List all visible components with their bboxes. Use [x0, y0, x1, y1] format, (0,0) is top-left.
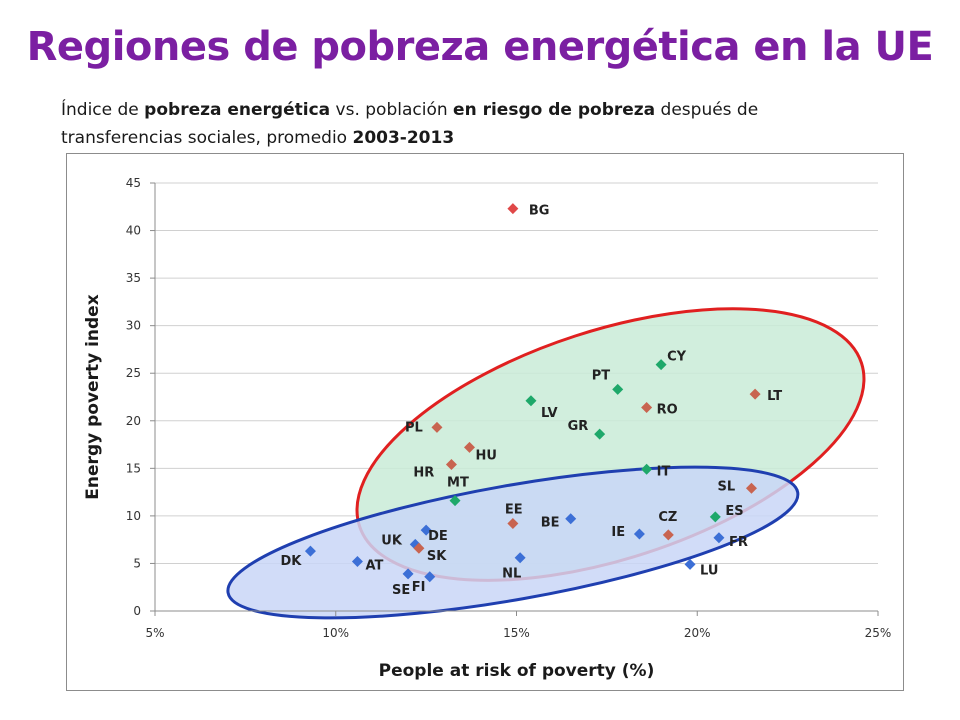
point-label-sl: SL: [717, 479, 735, 494]
data-point-lu: [684, 558, 696, 570]
data-point-sk: [413, 542, 425, 554]
point-label-pl: PL: [405, 420, 423, 435]
x-tick-label: 25%: [865, 626, 892, 640]
x-tick-labels: 5% 10% 15% 20% 25%: [145, 626, 891, 640]
x-tick-label: 10%: [322, 626, 349, 640]
data-point-lt: [749, 388, 761, 400]
y-tick-label: 20: [126, 414, 141, 428]
data-point-de: [420, 524, 432, 536]
data-point-ro: [641, 401, 653, 413]
data-point-ee: [507, 517, 519, 529]
subtitle-bold-part: en riesgo de pobreza: [453, 100, 656, 120]
point-label-nl: NL: [502, 567, 521, 582]
y-tick-label: 35: [126, 271, 141, 285]
y-tick-label: 45: [126, 176, 141, 190]
data-point-ie: [633, 528, 645, 540]
data-point-pl: [431, 421, 443, 433]
data-point-at: [351, 556, 363, 568]
point-label-de: DE: [428, 529, 448, 544]
data-point-fi: [424, 571, 436, 583]
y-tick-label: 10: [126, 509, 141, 523]
point-label-uk: UK: [381, 533, 403, 548]
point-label-lt: LT: [767, 389, 782, 404]
point-label-it: IT: [657, 464, 671, 479]
point-label-lu: LU: [700, 563, 718, 578]
data-point-lv: [525, 395, 537, 407]
data-point-hu: [464, 441, 476, 453]
data-point-se: [402, 568, 414, 580]
region-ellipses: [226, 307, 866, 620]
data-point-be: [565, 513, 577, 525]
point-label-ro: RO: [657, 402, 678, 417]
axes: [150, 182, 879, 616]
x-tick-label: 15%: [503, 626, 530, 640]
data-point-nl: [514, 552, 526, 564]
subtitle-part: vs. población: [330, 100, 454, 120]
data-point-fr: [713, 532, 725, 544]
data-point-gr: [594, 428, 606, 440]
subtitle-bold-part: pobreza energética: [144, 100, 331, 120]
y-tick-label: 40: [126, 224, 141, 238]
point-label-se: SE: [392, 583, 410, 598]
point-label-dk: DK: [280, 554, 302, 569]
y-axis-title: Energy poverty index: [83, 294, 103, 499]
y-tick-label: 15: [126, 461, 141, 475]
point-label-gr: GR: [568, 419, 589, 434]
point-label-sk: SK: [427, 549, 447, 564]
subtitle-part: después de transferencias sociales, prom…: [61, 100, 759, 148]
point-label-bg: BG: [529, 204, 550, 219]
point-label-fr: FR: [729, 535, 748, 550]
subtitle-bold-part: 2003-2013: [352, 128, 455, 148]
data-point-dk: [304, 545, 316, 557]
data-point-sl: [745, 482, 757, 494]
y-tick-labels: 0 5 10 15 20 25 30 35 40 45: [126, 176, 141, 618]
data-point-it: [641, 463, 653, 475]
point-label-hr: HR: [413, 466, 434, 481]
point-label-ie: IE: [611, 525, 625, 540]
subtitle-part: Índice de: [61, 100, 145, 120]
point-label-at: AT: [365, 559, 383, 574]
point-label-cy: CY: [667, 350, 687, 365]
y-tick-label: 25: [126, 366, 141, 380]
y-tick-label: 30: [126, 319, 141, 333]
y-tick-label: 5: [133, 556, 141, 570]
point-labels: DK AT SE FI DE UK NL BE IE LU FR MT LV GR PT CY IT ES BG PL…: [280, 204, 782, 598]
point-label-lv: LV: [541, 406, 558, 421]
chart-area: 5% 10% 15% 20% 25% 0 5 10 15 20 25 30 35 40 45 DK AT SE…: [66, 153, 904, 691]
data-point-mt: [449, 495, 461, 507]
data-points: [304, 203, 761, 583]
point-label-hu: HU: [476, 448, 497, 463]
data-point-pt: [612, 383, 624, 395]
data-point-hr: [445, 459, 457, 471]
data-point-cy: [655, 359, 667, 371]
point-label-ee: EE: [505, 502, 523, 517]
point-label-es: ES: [725, 504, 743, 519]
point-label-fi: FI: [412, 580, 426, 595]
x-tick-label: 5%: [145, 626, 164, 640]
x-axis-title: People at risk of poverty (%): [379, 661, 655, 681]
point-label-cz: CZ: [658, 510, 677, 525]
page-title: Regiones de pobreza energética en la UE: [26, 24, 934, 70]
scatter-chart: 5% 10% 15% 20% 25% 0 5 10 15 20 25 30 35 40 45 DK AT SE…: [83, 176, 891, 681]
y-tick-label: 0: [133, 604, 141, 618]
data-point-cz: [662, 529, 674, 541]
point-label-pt: PT: [592, 368, 611, 383]
data-point-bg: [507, 203, 519, 215]
x-tick-label: 20%: [684, 626, 711, 640]
low-poverty-region-ellipse: [226, 465, 800, 620]
data-point-uk: [409, 538, 421, 550]
point-label-mt: MT: [447, 476, 469, 491]
point-label-be: BE: [541, 516, 560, 531]
chart-subtitle: Índice de pobreza energética vs. poblaci…: [61, 96, 861, 152]
